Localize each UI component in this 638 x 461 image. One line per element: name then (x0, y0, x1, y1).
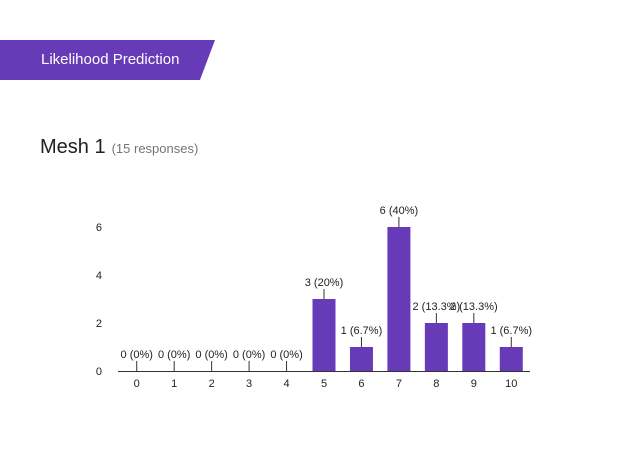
data-label: 3 (20%) (305, 277, 344, 289)
bar (424, 323, 448, 371)
x-tick-label: 7 (396, 378, 402, 390)
y-tick-label: 0 (96, 366, 102, 378)
bar (312, 299, 336, 371)
bar (499, 347, 523, 371)
x-tick-label: 6 (358, 378, 364, 390)
x-tick-label: 1 (171, 378, 177, 390)
data-label: 0 (0%) (195, 349, 227, 361)
x-tick-label: 10 (505, 378, 517, 390)
question-title: Mesh 1 (40, 136, 106, 158)
bar (387, 227, 411, 371)
x-tick-label: 4 (283, 378, 289, 390)
data-label: 1 (6.7%) (490, 325, 532, 337)
section-header: Likelihood Prediction (0, 40, 215, 80)
data-label: 0 (0%) (233, 349, 265, 361)
bar (349, 347, 373, 371)
x-tick-label: 9 (471, 378, 477, 390)
data-label: 0 (0%) (121, 349, 153, 361)
question-header: Mesh 1 (15 responses) (40, 136, 198, 159)
y-tick-label: 2 (96, 318, 102, 330)
data-label: 0 (0%) (158, 349, 190, 361)
data-label: 0 (0%) (270, 349, 302, 361)
bar (462, 323, 486, 371)
section-title: Likelihood Prediction (41, 51, 180, 68)
data-label: 1 (6.7%) (341, 325, 383, 337)
x-tick-label: 2 (209, 378, 215, 390)
y-tick-label: 6 (96, 222, 102, 234)
data-label: 2 (13.3%) (413, 301, 461, 313)
x-tick-label: 0 (134, 378, 140, 390)
x-tick-label: 5 (321, 378, 327, 390)
data-label: 2 (13.3%) (450, 301, 498, 313)
data-label: 6 (40%) (380, 205, 419, 217)
response-count: (15 responses) (111, 141, 199, 156)
x-tick-label: 8 (433, 378, 439, 390)
y-tick-label: 4 (96, 270, 102, 282)
x-tick-label: 3 (246, 378, 252, 390)
